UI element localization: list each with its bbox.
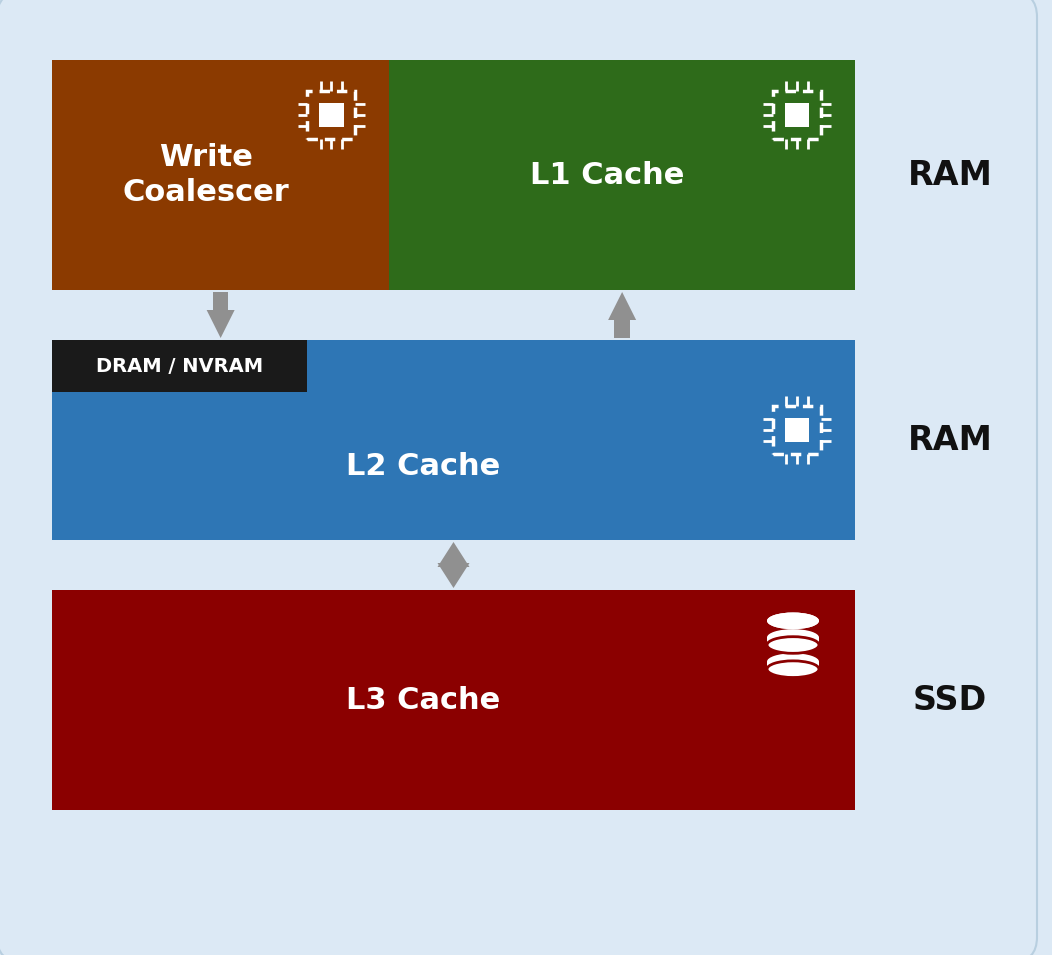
Text: DRAM / NVRAM: DRAM / NVRAM xyxy=(96,356,263,375)
Bar xyxy=(785,417,809,442)
Bar xyxy=(389,60,855,290)
Text: L2 Cache: L2 Cache xyxy=(346,452,501,480)
Bar xyxy=(614,320,630,338)
Ellipse shape xyxy=(767,661,820,677)
Polygon shape xyxy=(206,310,235,338)
Polygon shape xyxy=(438,542,469,567)
Bar xyxy=(319,102,344,127)
Bar xyxy=(773,406,821,454)
Bar xyxy=(445,563,462,567)
Text: L1 Cache: L1 Cache xyxy=(530,160,684,189)
Bar xyxy=(52,590,855,810)
Ellipse shape xyxy=(767,612,820,629)
Polygon shape xyxy=(608,292,636,320)
Text: Write
Coalescer: Write Coalescer xyxy=(122,143,289,207)
Text: SSD: SSD xyxy=(913,684,987,716)
Bar xyxy=(52,340,307,392)
Polygon shape xyxy=(438,563,469,588)
Bar xyxy=(767,662,820,669)
Bar xyxy=(213,292,228,310)
Ellipse shape xyxy=(767,637,820,653)
Text: RAM: RAM xyxy=(908,423,992,456)
Ellipse shape xyxy=(767,653,820,670)
Bar xyxy=(52,60,389,290)
Bar xyxy=(52,340,855,540)
Bar xyxy=(307,91,356,139)
Bar xyxy=(785,102,809,127)
Bar xyxy=(767,637,820,645)
Text: L3 Cache: L3 Cache xyxy=(346,686,501,714)
Text: RAM: RAM xyxy=(908,159,992,192)
Bar xyxy=(773,91,821,139)
Ellipse shape xyxy=(767,629,820,646)
Ellipse shape xyxy=(767,612,820,629)
